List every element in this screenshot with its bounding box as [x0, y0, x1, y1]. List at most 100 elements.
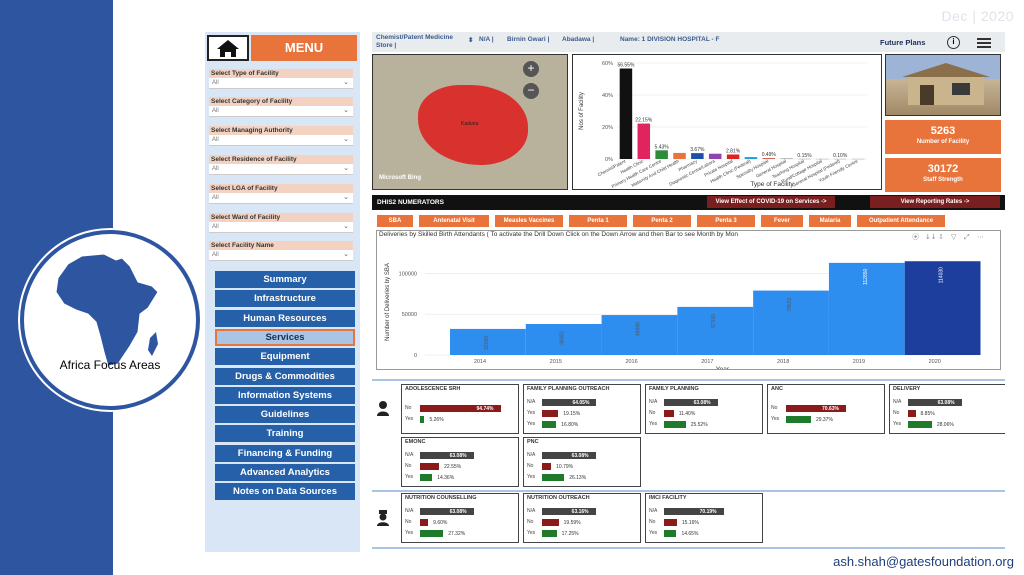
sba-bar[interactable] [677, 306, 754, 355]
tab-penta-3[interactable]: Penta 3 [697, 215, 755, 227]
facility-bar[interactable] [673, 152, 686, 159]
row-value: 63.08% [937, 400, 955, 406]
info-icon[interactable]: i [947, 36, 960, 49]
sort-icon[interactable]: ⬍ [468, 37, 474, 44]
zoom-in-button[interactable]: + [523, 61, 539, 77]
filter-select[interactable]: All ⌄ [209, 106, 353, 117]
facility-bar[interactable] [637, 123, 651, 159]
filter-select[interactable]: All ⌄ [209, 135, 353, 146]
row-key: No [405, 463, 412, 469]
facility-bar[interactable] [833, 158, 847, 160]
service-card-nutrition-counselling[interactable]: NUTRITION COUNSELLING N/A 63.08% No 9.60% Yes… [401, 493, 519, 543]
facility-map[interactable]: Kaduna + − Microsoft Bing [372, 54, 568, 190]
nav-summary[interactable]: Summary [215, 271, 355, 288]
nav-information-systems[interactable]: Information Systems [215, 386, 355, 404]
facility-bar[interactable] [708, 153, 722, 159]
zoom-out-button[interactable]: − [523, 83, 539, 99]
tab-antenatal-visit[interactable]: Antenatal Visit [419, 215, 489, 227]
facility-bar[interactable] [726, 154, 740, 159]
visual-toolbar-icon[interactable]: ⋯ [977, 233, 984, 241]
facility-bar[interactable] [816, 158, 829, 160]
visual-toolbar-icon[interactable]: ⤢ [964, 233, 970, 241]
facility-bar[interactable] [744, 157, 758, 159]
card-title: IMCI FACILITY [649, 495, 687, 501]
sba-bar[interactable] [828, 262, 905, 355]
visual-toolbar-icon[interactable]: ⦿ [912, 233, 919, 241]
card-title: PNC [527, 439, 539, 445]
hamburger-icon[interactable] [977, 38, 991, 48]
service-card-emonc[interactable]: EMONC N/A 63.08% No 22.55% Yes 14.36% [401, 437, 519, 487]
facility-bar[interactable] [691, 153, 704, 159]
bar-data-label: 38062 [560, 331, 566, 345]
nav-advanced-analytics[interactable]: Advanced Analytics [215, 464, 355, 481]
nav-guidelines[interactable]: Guidelines [215, 406, 355, 424]
filter-select[interactable]: All ⌄ [209, 250, 353, 261]
service-card-anc[interactable]: ANC No 70.63% Yes 29.37% [767, 384, 885, 434]
visual-toolbar-icon[interactable]: ⇩ [938, 233, 944, 241]
menu-button[interactable]: MENU [251, 35, 357, 61]
row-bar [542, 410, 559, 417]
future-plans-link[interactable]: Future Plans [880, 38, 926, 47]
facility-bar[interactable] [851, 158, 865, 160]
africa-focus-circle[interactable]: Africa Focus Areas [20, 230, 200, 410]
sba-bar[interactable] [525, 324, 602, 355]
row-value: 8.85% [920, 411, 935, 417]
home-icon [217, 40, 239, 57]
facility-bar[interactable] [798, 158, 811, 160]
tab-sba[interactable]: SBA [377, 215, 413, 227]
filter-select[interactable]: All ⌄ [209, 193, 353, 204]
filter-label: Select Residence of Facility [209, 155, 353, 164]
service-card-nutrition-outreach[interactable]: NUTRITION OUTREACH N/A 63.16% No 19.59% Yes 17… [523, 493, 641, 543]
sba-bar[interactable] [753, 290, 829, 355]
facility-bar[interactable] [619, 68, 633, 159]
focus-label: Africa Focus Areas [59, 358, 161, 372]
nav-services[interactable]: Services [215, 328, 355, 346]
contact-email[interactable]: ash.shah@gatesfoundation.org [833, 554, 1014, 569]
nav-training[interactable]: Training [215, 425, 355, 443]
section-divider [372, 547, 1005, 549]
service-card-pnc[interactable]: PNC N/A 63.08% No 10.79% Yes 26.13% [523, 437, 641, 487]
sba-deliveries-chart[interactable]: Deliveries by Skilled Birth Attendants (… [376, 230, 1001, 373]
facility-bar[interactable] [655, 150, 668, 159]
tab-penta-2[interactable]: Penta 2 [633, 215, 691, 227]
reporting-rates-button[interactable]: View Reporting Rates -> [870, 196, 1000, 208]
year-tick-label: 2014 [474, 359, 486, 365]
section-divider [372, 490, 1005, 492]
service-card-family-planning[interactable]: FAMILY PLANNING N/A 63.08% No 11.40% Yes 25.52… [645, 384, 763, 434]
sba-bar[interactable] [601, 315, 678, 355]
covid-effect-button[interactable]: View Effect of COVID-19 on Services -> [707, 196, 835, 208]
visual-toolbar-icon[interactable]: ▽ [951, 233, 957, 241]
home-button[interactable] [207, 35, 249, 61]
sba-bar[interactable] [904, 261, 981, 355]
nav-equipment[interactable]: Equipment [215, 348, 355, 366]
service-card-delivery[interactable]: DELIVERY N/A 63.08% No 8.85% Yes 28.06% [889, 384, 1005, 434]
sba-bar[interactable] [450, 328, 526, 355]
year-tick-label: 2020 [929, 359, 941, 365]
service-card-adolescence-srh[interactable]: ADOLESCENCE SRH No 94.74% Yes 5.26% [401, 384, 519, 434]
facility-bar[interactable] [762, 158, 776, 159]
filter-select[interactable]: All ⌄ [209, 78, 353, 89]
service-card-family-planning-outreach[interactable]: FAMILY PLANNING OUTREACH N/A 64.05% Yes 19.1… [523, 384, 641, 434]
row-value: 63.16% [571, 509, 589, 515]
nav-notes-on-data-sources[interactable]: Notes on Data Sources [215, 483, 355, 501]
row-key: No [527, 463, 534, 469]
tab-measles-vaccines[interactable]: Measles Vaccines [495, 215, 563, 227]
visual-toolbar-icon[interactable]: ↓↓ [925, 233, 937, 241]
nav-human-resources[interactable]: Human Resources [215, 309, 355, 327]
tab-fever[interactable]: Fever [761, 215, 803, 227]
service-card-imci-facility[interactable]: IMCI FACILITY N/A 70.19% No 15.16% Yes 14.65% [645, 493, 763, 543]
filter-select[interactable]: All ⌄ [209, 222, 353, 233]
nav-drugs-commodities[interactable]: Drugs & Commodities [215, 367, 355, 385]
nav-infrastructure[interactable]: Infrastructure [215, 290, 355, 308]
row-bar [664, 410, 674, 417]
dhis-title: DHIS2 NUMERATORS [377, 199, 444, 206]
filter-select[interactable]: All ⌄ [209, 164, 353, 175]
nurse-icon [377, 510, 389, 526]
bar-data-label: 2.81% [726, 149, 741, 155]
facility-bar[interactable] [780, 158, 793, 160]
tab-outpatient-attendance[interactable]: Outpatient Attendance [857, 215, 945, 227]
tab-penta-1[interactable]: Penta 1 [569, 215, 627, 227]
nav-financing-funding[interactable]: Financing & Funding [215, 444, 355, 462]
tab-malaria[interactable]: Malaria [809, 215, 851, 227]
